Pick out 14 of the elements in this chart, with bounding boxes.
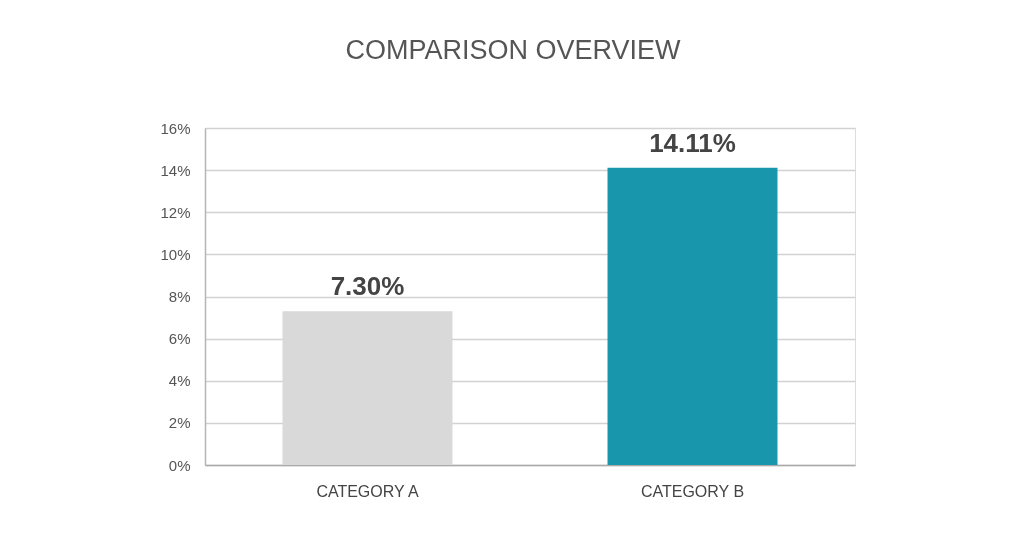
x-tick-label: CATEGORY B [640,482,745,500]
data-label: 14.11% [649,127,736,158]
data-label: 7.30% [330,271,405,302]
y-tick-label: 6% [168,330,191,348]
y-tick-label: 14% [160,161,191,179]
y-tick-label: 0% [168,456,191,474]
y-tick-label: 4% [168,372,191,390]
chart-title: COMPARISON OVERVIEW [345,35,682,65]
y-tick-label: 10% [160,245,191,263]
y-tick-label: 8% [168,288,191,305]
x-tick-label: CATEGORY A [316,482,419,500]
y-tick-label: 12% [160,203,191,221]
y-tick-label: 2% [168,414,191,432]
y-tick-label: 16% [160,119,191,137]
